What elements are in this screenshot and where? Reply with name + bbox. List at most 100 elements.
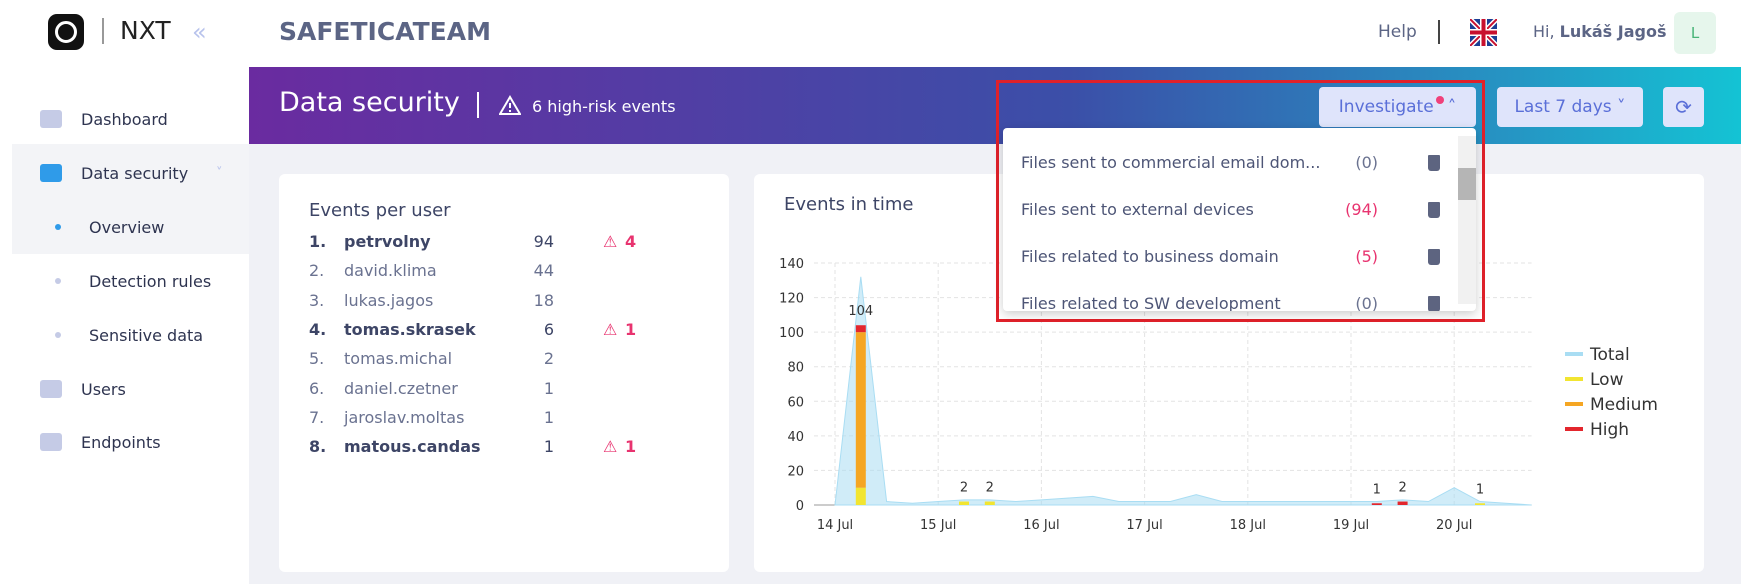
delete-icon[interactable] bbox=[1428, 248, 1440, 265]
user-row[interactable]: 1. petrvolny 94 ⚠ 4 bbox=[309, 232, 709, 261]
chevron: ˅ bbox=[216, 165, 223, 181]
bar-segment bbox=[1475, 503, 1485, 505]
rule-count: (5) bbox=[1355, 247, 1378, 266]
legend-label: Low bbox=[1590, 370, 1624, 390]
user-row[interactable]: 8. matous.candas 1 ⚠ 1 bbox=[309, 437, 709, 466]
bullet bbox=[55, 278, 61, 284]
x-tick-label: 19 Jul bbox=[1333, 518, 1369, 533]
logo-icon bbox=[48, 14, 84, 50]
delete-icon[interactable] bbox=[1428, 154, 1440, 171]
nav-label: Users bbox=[81, 379, 126, 399]
dropdown-item[interactable]: Files sent to commercial email dom... (0) bbox=[1003, 139, 1443, 186]
stack-label: 104 bbox=[848, 304, 873, 319]
nav-label: Data security bbox=[81, 163, 189, 183]
bar-segment bbox=[1371, 503, 1382, 505]
divider bbox=[102, 18, 104, 44]
nav-item[interactable]: Users bbox=[0, 362, 249, 416]
rank: 8. bbox=[309, 437, 327, 457]
nav-item[interactable]: Overview bbox=[0, 200, 249, 254]
user-row[interactable]: 7. jaroslav.moltas 1 bbox=[309, 408, 709, 437]
period-button[interactable]: Last 7 days ˅ bbox=[1497, 87, 1643, 127]
event-count: 1 bbox=[543, 437, 554, 457]
y-tick-label: 40 bbox=[787, 430, 804, 445]
collapse[interactable]: « bbox=[192, 18, 207, 46]
rule-name: Files related to SW development bbox=[1021, 294, 1281, 311]
x-tick-label: 18 Jul bbox=[1230, 518, 1266, 533]
bullet bbox=[55, 224, 61, 230]
bar-segment bbox=[984, 501, 995, 505]
rank: 4. bbox=[309, 319, 327, 339]
investigate-button[interactable]: Investigate ˄ bbox=[1319, 87, 1476, 127]
divider bbox=[477, 92, 479, 118]
user-name: tomas.skrasek bbox=[344, 319, 476, 339]
rank: 6. bbox=[309, 378, 325, 398]
rule-count: (0) bbox=[1355, 294, 1378, 311]
rule-count: (0) bbox=[1355, 153, 1378, 172]
y-tick-label: 100 bbox=[779, 326, 804, 341]
delete-icon[interactable] bbox=[1428, 201, 1440, 218]
rule-name: Files sent to external devices bbox=[1021, 200, 1254, 219]
user-row[interactable]: 4. tomas.skrasek 6 ⚠ 1 bbox=[309, 320, 709, 349]
investigate-label: Investigate bbox=[1338, 97, 1434, 117]
x-tick-label: 14 Jul bbox=[817, 518, 853, 533]
user-name: Lukáš Jagoš bbox=[1559, 22, 1667, 41]
active-group bbox=[12, 144, 249, 254]
event-count: 18 bbox=[533, 290, 554, 310]
stack-label: 2 bbox=[986, 481, 994, 496]
flag-uk[interactable] bbox=[1470, 19, 1497, 46]
x-tick-label: 20 Jul bbox=[1436, 518, 1472, 533]
x-tick-label: 16 Jul bbox=[1023, 518, 1059, 533]
nav-item[interactable]: Endpoints bbox=[0, 415, 249, 469]
nav-icon bbox=[40, 110, 62, 128]
help-link[interactable]: Help bbox=[1378, 22, 1417, 42]
legend-label: Total bbox=[1589, 345, 1630, 365]
bar-segment bbox=[959, 501, 969, 505]
user-row[interactable]: 5. tomas.michal 2 bbox=[309, 349, 709, 378]
divider bbox=[1438, 20, 1440, 44]
stack-label: 2 bbox=[1398, 481, 1406, 496]
rank: 2. bbox=[309, 261, 325, 281]
event-count: 94 bbox=[533, 232, 554, 251]
dropdown-item[interactable]: Files related to business domain (5) bbox=[1003, 233, 1443, 280]
user-row[interactable]: 6. daniel.czetner 1 bbox=[309, 379, 709, 408]
user-row[interactable]: 3. lukas.jagos 18 bbox=[309, 291, 709, 320]
alert-icon bbox=[499, 95, 521, 115]
event-count: 2 bbox=[543, 349, 554, 369]
event-count: 1 bbox=[543, 378, 554, 398]
y-tick-label: 120 bbox=[779, 292, 804, 307]
legend-label: High bbox=[1590, 420, 1629, 440]
refresh-button[interactable]: ⟳ bbox=[1663, 87, 1704, 127]
y-tick-label: 60 bbox=[787, 395, 804, 410]
nav-item[interactable]: Dashboard bbox=[0, 92, 249, 146]
stack-label: 1 bbox=[1373, 482, 1381, 497]
total-area bbox=[834, 276, 1532, 506]
alert-text: 6 high-risk events bbox=[532, 97, 676, 116]
x-tick-label: 15 Jul bbox=[920, 518, 956, 533]
avatar[interactable]: L bbox=[1674, 12, 1716, 54]
delete-icon[interactable] bbox=[1428, 295, 1440, 311]
dropdown-item[interactable]: Files related to SW development (0) bbox=[1003, 280, 1443, 311]
risk-icon: ⚠ bbox=[603, 437, 618, 457]
rank: 7. bbox=[309, 407, 325, 427]
user-row[interactable]: 2. david.klima 44 bbox=[309, 261, 709, 290]
y-tick-label: 140 bbox=[779, 257, 804, 272]
bar-segment bbox=[855, 487, 866, 505]
user-name: tomas.michal bbox=[344, 349, 453, 369]
scrollbar[interactable] bbox=[1458, 136, 1476, 304]
greeting: Hi, Lukáš Jagoš bbox=[1533, 22, 1667, 41]
x-tick-label: 17 Jul bbox=[1126, 518, 1162, 533]
nav-item[interactable]: Sensitive data bbox=[0, 308, 249, 362]
nav-label: Detection rules bbox=[89, 271, 212, 291]
nav-item[interactable]: Data security ˅ bbox=[0, 146, 249, 200]
event-count: 1 bbox=[543, 407, 554, 427]
user-name: daniel.czetner bbox=[344, 378, 458, 398]
rank: 5. bbox=[309, 349, 325, 369]
nav-item[interactable]: Detection rules bbox=[0, 254, 249, 308]
nav-label: Endpoints bbox=[81, 432, 161, 452]
user-name: lukas.jagos bbox=[344, 290, 434, 310]
user-name: jaroslav.moltas bbox=[344, 407, 465, 427]
sidebar: NXT « Dashboard Data security ˅ Overview Det… bbox=[0, 0, 249, 584]
rule-name: Files sent to commercial email dom... bbox=[1021, 153, 1321, 172]
dropdown-item[interactable]: Files sent to external devices (94) bbox=[1003, 186, 1443, 233]
